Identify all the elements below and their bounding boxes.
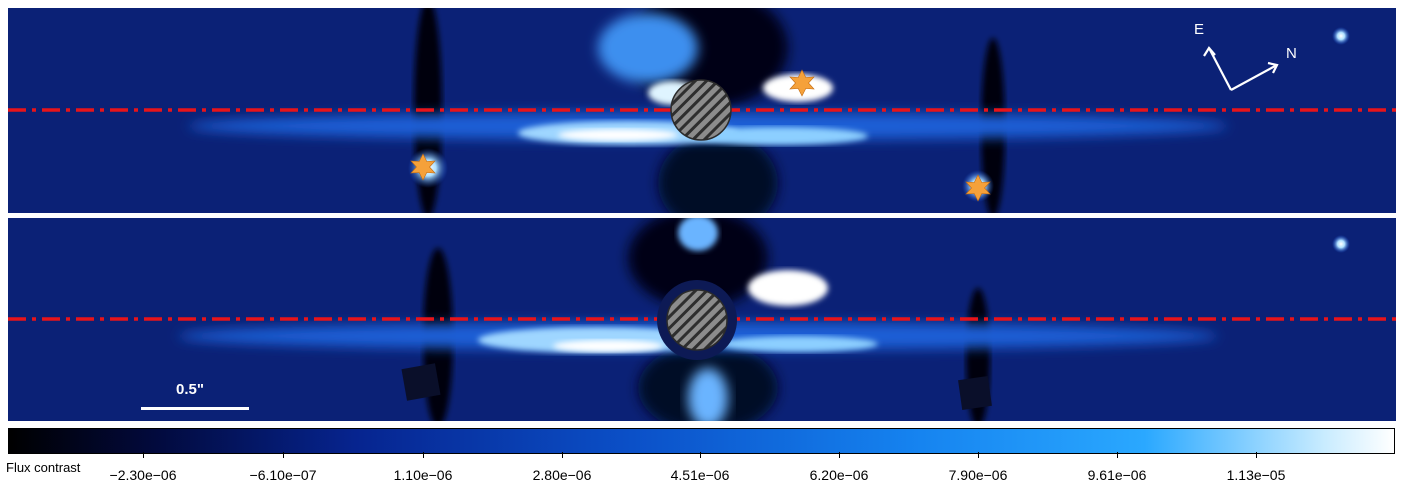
colorbar-tick-label: 6.20e−06 (809, 467, 869, 483)
colorbar-tickmark (283, 452, 284, 458)
bottom-image-panel: 0.5" (8, 218, 1396, 421)
colorbar-tickmark (1117, 452, 1118, 458)
colorbar-tick-label: −6.10e−07 (249, 467, 317, 483)
colorbar-tick-label: 9.61e−06 (1087, 467, 1147, 483)
colorbar (8, 428, 1395, 454)
compass-north-label: N (1286, 45, 1297, 62)
star-marker-icon (789, 69, 815, 97)
colorbar-tick-label: 2.80e−06 (532, 467, 592, 483)
bottom-image-render (8, 218, 1396, 421)
colorbar-tickmark (978, 452, 979, 458)
coronagraph-mask (670, 79, 732, 141)
colorbar-tick-label: 1.13e−05 (1226, 467, 1286, 483)
colorbar-tick-label: 7.90e−06 (948, 467, 1008, 483)
compass-arrows-icon (1203, 46, 1279, 91)
colorbar-tickmark (700, 452, 701, 458)
star-marker-icon (965, 174, 991, 202)
star-marker-icon (410, 153, 436, 181)
coronagraph-mask (666, 289, 728, 351)
top-image-render (8, 8, 1396, 213)
colorbar-label: Flux contrast (6, 460, 81, 475)
top-image-panel: E N (8, 8, 1396, 213)
colorbar-tick-label: 4.51e−06 (670, 467, 730, 483)
colorbar-tickmark (423, 452, 424, 458)
colorbar-tick-label: 1.10e−06 (393, 467, 453, 483)
scale-bar-label: 0.5" (176, 381, 204, 398)
colorbar-tick-label: −2.30e−06 (109, 467, 177, 483)
colorbar-tickmark (1256, 452, 1257, 458)
colorbar-tickmark (839, 452, 840, 458)
colorbar-tickmark (143, 452, 144, 458)
scale-bar (141, 407, 249, 410)
compass-east-label: E (1194, 21, 1205, 38)
colorbar-tickmark (562, 452, 563, 458)
